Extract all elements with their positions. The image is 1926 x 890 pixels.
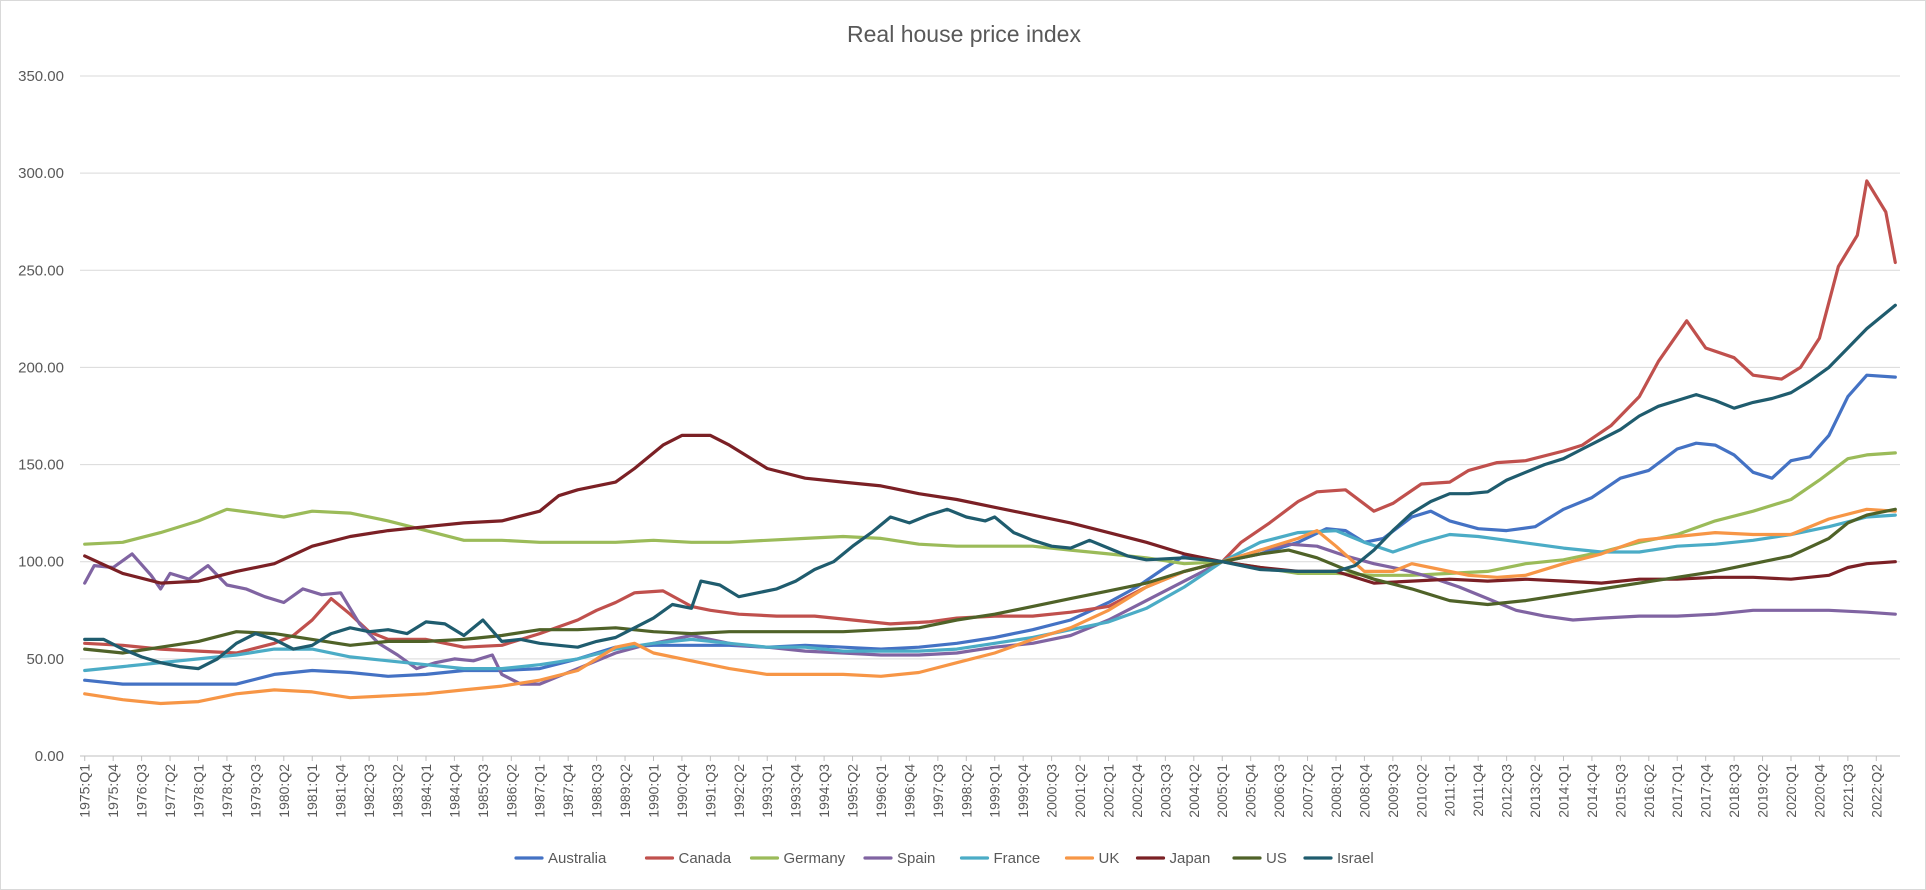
x-tick-label: 1989:Q2 [617,764,633,818]
x-tick-label: 1977:Q2 [162,764,178,818]
x-tick-label: 1978:Q4 [219,764,235,818]
x-tick-label: 1984:Q4 [446,764,462,818]
legend-label: Israel [1337,850,1374,867]
x-tick-label: 1986:Q2 [503,764,519,818]
series-lines [83,179,1897,706]
x-tick-label: 2008:Q4 [1356,764,1372,818]
legend-label: France [994,850,1041,867]
x-tick-label: 1996:Q4 [901,764,917,818]
x-tick-label: 1976:Q3 [134,764,150,818]
chart-title: Real house price index [847,21,1081,47]
x-tick-label: 2020:Q1 [1783,764,1799,818]
x-tick-label: 1995:Q2 [845,764,861,818]
series-line-japan [83,433,1897,585]
x-tick-label: 2001:Q2 [1072,764,1088,818]
legend-label: Australia [548,850,607,867]
x-tick-label: 1996:Q1 [873,764,889,818]
x-tick-label: 2017:Q4 [1698,764,1714,818]
x-tick-label: 1987:Q1 [532,764,548,818]
x-tick-label: 1999:Q4 [1015,764,1031,818]
x-tick-label: 2007:Q2 [1300,764,1316,818]
x-tick-label: 2018:Q3 [1726,764,1742,818]
x-tick-label: 1999:Q1 [987,764,1003,818]
x-tick-label: 1991:Q3 [702,764,718,818]
x-tick-label: 1982:Q3 [361,764,377,818]
series-line-uk [83,507,1897,706]
x-tick-label: 1975:Q4 [105,764,121,818]
x-tick-label: 2021:Q3 [1840,764,1856,818]
x-tick-label: 2019:Q2 [1755,764,1771,818]
x-tick-label: 2002:Q4 [1129,764,1145,818]
x-tick-label: 1992:Q2 [731,764,747,818]
x-tick-label: 2014:Q1 [1555,764,1571,818]
x-tick-label: 2008:Q1 [1328,764,1344,818]
x-tick-label: 1988:Q3 [589,764,605,818]
legend-label: Spain [897,850,935,867]
series-line-australia [83,373,1897,686]
x-tick-label: 2011:Q4 [1470,764,1486,817]
x-tick-label: 2020:Q4 [1811,764,1827,818]
y-axis: 0.00 50.00 100.00 150.00 200.00 250.00 300.00 3… [18,68,64,765]
x-tick-label: 2005:Q1 [1214,764,1230,818]
legend-label: Canada [679,850,732,867]
x-tick-label: 2005:Q4 [1243,764,1259,818]
y-tick-label: 100.00 [18,554,64,571]
x-tick-label: 1985:Q3 [475,764,491,818]
series-line-germany [83,451,1897,577]
y-tick-label: 0.00 [35,748,64,765]
x-tick-label: 1983:Q2 [390,764,406,818]
x-tick-label: 1975:Q1 [77,764,93,818]
x-tick-label: 1984:Q1 [418,764,434,818]
x-tick-label: 2012:Q3 [1499,764,1515,818]
x-tick-label: 2009:Q3 [1385,764,1401,818]
x-tick-label: 1990:Q4 [674,764,690,818]
x-tick-label: 2015:Q3 [1612,764,1628,818]
legend-label: Japan [1170,850,1211,867]
series-line-france [83,513,1897,673]
y-tick-label: 200.00 [18,359,64,376]
x-tick-label: 2002:Q1 [1100,764,1116,818]
x-tick-label: 2016:Q2 [1641,764,1657,818]
x-tick-label: 1994:Q3 [816,764,832,818]
x-tick-label: 2004:Q2 [1186,764,1202,818]
x-tick-label: 1993:Q1 [759,764,775,818]
x-axis: 1975:Q1 1975:Q4 1976:Q3 1977:Q2 1978:Q1 1978:… [77,756,1884,818]
y-tick-label: 350.00 [18,68,64,85]
x-tick-label: 1997:Q3 [930,764,946,818]
legend: Australia Canada Germany Spain France UK Japan… [514,850,1374,867]
x-tick-label: 1980:Q2 [276,764,292,818]
x-tick-label: 1981:Q4 [333,764,349,818]
x-tick-label: 1978:Q1 [190,764,206,818]
series-line-israel [83,303,1897,671]
y-tick-label: 150.00 [18,457,64,474]
x-tick-label: 1979:Q3 [247,764,263,818]
x-tick-label: 2014:Q4 [1584,764,1600,818]
legend-label: UK [1099,850,1120,867]
x-tick-label: 1990:Q1 [645,764,661,818]
y-tick-label: 50.00 [26,651,64,668]
x-tick-label: 2006:Q3 [1271,764,1287,818]
x-tick-label: 2017:Q1 [1669,764,1685,818]
x-tick-label: 2010:Q2 [1413,764,1429,818]
x-tick-label: 1998:Q2 [958,764,974,818]
legend-label: Germany [784,850,846,867]
x-tick-label: 1993:Q4 [788,764,804,818]
x-tick-label: 1987:Q4 [560,764,576,818]
legend-label: US [1266,850,1287,867]
y-tick-label: 300.00 [18,165,64,182]
x-tick-label: 2011:Q1 [1442,764,1458,817]
series-line-us [83,507,1897,655]
y-tick-label: 250.00 [18,262,64,279]
series-line-canada [83,179,1897,655]
x-tick-label: 2013:Q2 [1527,764,1543,818]
x-tick-label: 2022:Q2 [1868,764,1884,818]
x-tick-label: 1981:Q1 [304,764,320,818]
x-tick-label: 2000:Q3 [1044,764,1060,818]
x-tick-label: 2003:Q3 [1157,764,1173,818]
